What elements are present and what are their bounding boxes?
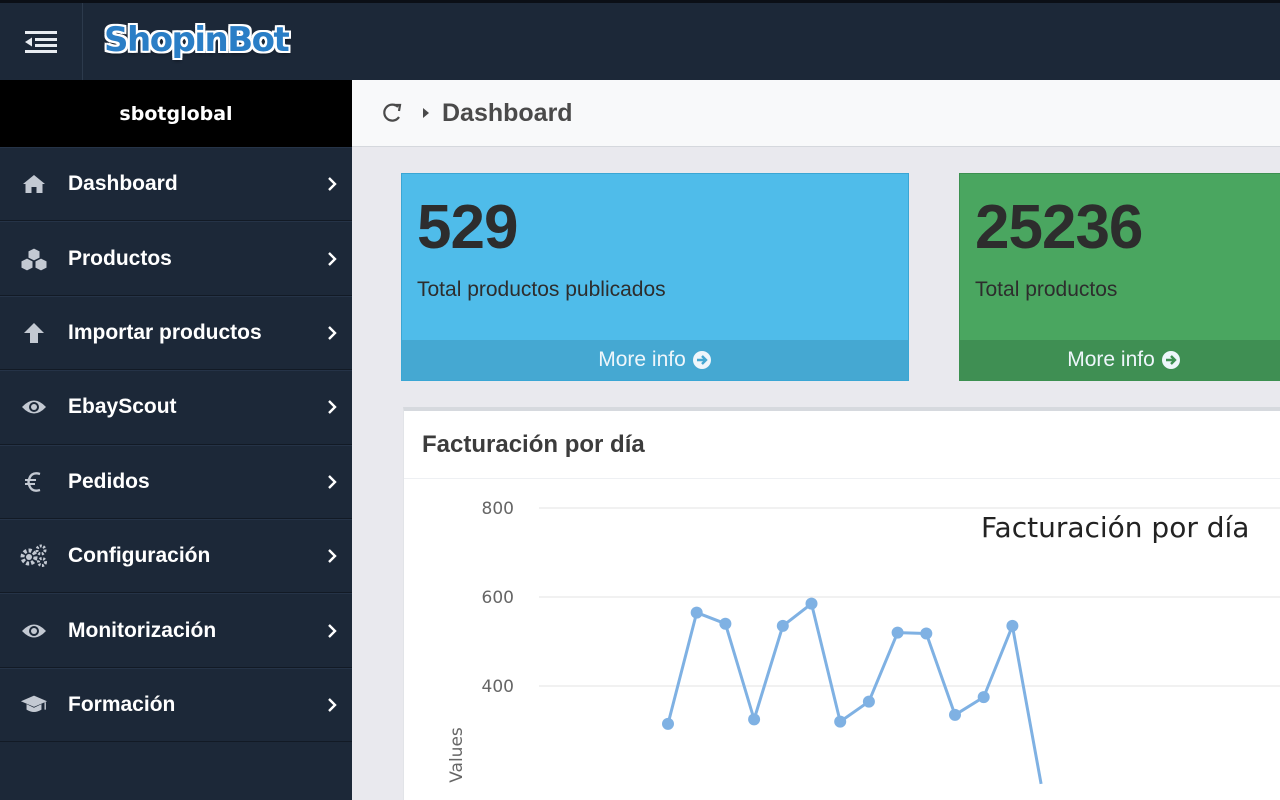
chevron-right-icon	[328, 623, 337, 638]
sidebar-item-label: Pedidos	[68, 469, 150, 493]
sidebar-item-label: Formación	[68, 692, 176, 716]
more-info-link[interactable]: More info	[402, 340, 908, 380]
sidebar-item-label: Monitorización	[68, 618, 217, 642]
more-info-label: More info	[1067, 348, 1155, 371]
data-point	[891, 626, 904, 639]
sidebar-item-importar-productos[interactable]: Importar productos	[0, 295, 352, 371]
data-point	[662, 717, 674, 730]
data-point	[862, 695, 875, 708]
chart-title: Facturación por día	[981, 511, 1249, 544]
line-chart: Facturación por día 800 600 400 Values	[447, 499, 1280, 785]
home-icon	[20, 170, 48, 198]
sidebar-item-label: Productos	[68, 246, 172, 270]
chevron-right-icon	[328, 177, 337, 192]
data-point	[748, 713, 761, 726]
more-info-label: More info	[598, 348, 686, 371]
sidebar-item-productos[interactable]: Productos	[0, 221, 352, 296]
more-info-link[interactable]: More info	[960, 340, 1280, 380]
refresh-icon[interactable]	[380, 101, 404, 125]
shopinbot-logo[interactable]: ShopinBot	[104, 20, 290, 60]
sidebar-item-pedidos[interactable]: Pedidos	[0, 444, 352, 519]
cubes-icon	[20, 245, 48, 273]
data-point	[834, 715, 847, 728]
y-tick-label: 400	[482, 677, 514, 697]
chevron-right-icon	[328, 251, 337, 266]
chevron-right-icon	[328, 400, 337, 415]
eye-icon	[20, 393, 48, 421]
chevron-right-icon	[328, 698, 337, 712]
data-point	[977, 691, 990, 704]
stat-value: 529	[417, 193, 518, 262]
stat-value: 25236	[975, 193, 1143, 262]
billing-chart-panel: Facturación por día Facturación por día 8…	[403, 407, 1280, 800]
sidebar-item-ebayscout[interactable]: EbayScout	[0, 370, 352, 445]
chevron-right-icon	[328, 326, 337, 340]
breadcrumb: Dashboard	[352, 80, 1280, 147]
sidebar-item-label: Configuración	[68, 544, 211, 568]
main-content: Dashboard 529 Total productos publicados…	[352, 80, 1280, 800]
stat-box-total-products: 25236 Total productos More info	[959, 173, 1280, 381]
sidebar-item-label: EbayScout	[68, 395, 177, 419]
panel-title: Facturación por día	[422, 430, 645, 458]
stat-label: Total productos publicados	[417, 278, 666, 301]
user-name: sbotglobal	[0, 80, 352, 147]
euro-icon	[20, 468, 48, 496]
sidebar-item-formacion[interactable]: Formación	[0, 667, 352, 743]
menu-collapse-icon	[25, 30, 57, 53]
sidebar: sbotglobal Dashboard Productos Importar …	[0, 80, 352, 800]
top-bar: ShopinBot	[0, 0, 1280, 80]
data-point	[805, 597, 818, 610]
stat-box-published-products: 529 Total productos publicados More info	[401, 173, 909, 381]
panel-header: Facturación por día	[404, 411, 1280, 479]
data-point	[776, 619, 789, 632]
arrow-circle-right-icon	[1161, 351, 1180, 369]
sidebar-item-label: Dashboard	[68, 172, 178, 196]
y-axis-label: Values	[447, 727, 467, 783]
sidebar-item-label: Importar productos	[68, 320, 262, 344]
y-tick-label: 800	[482, 499, 514, 519]
sidebar-toggle-button[interactable]	[0, 3, 83, 80]
stat-label: Total productos	[975, 278, 1118, 301]
arrow-circle-right-icon	[692, 351, 711, 369]
data-point	[719, 617, 732, 630]
data-point	[690, 606, 703, 619]
data-point	[949, 708, 961, 721]
data-point	[920, 627, 933, 640]
sidebar-item-dashboard[interactable]: Dashboard	[0, 147, 352, 222]
gears-icon	[20, 542, 48, 570]
graduation-cap-icon	[20, 691, 48, 719]
sidebar-item-monitorizacion[interactable]: Monitorización	[0, 593, 352, 668]
arrow-up-icon	[20, 319, 48, 347]
eye-icon	[20, 617, 48, 645]
page-title: Dashboard	[442, 98, 573, 127]
chevron-right-icon	[328, 474, 337, 489]
chevron-right-icon	[328, 549, 337, 563]
data-point	[1006, 619, 1019, 632]
caret-right-icon	[423, 108, 429, 118]
sidebar-item-configuracion[interactable]: Configuración	[0, 518, 352, 594]
y-tick-label: 600	[482, 588, 514, 608]
